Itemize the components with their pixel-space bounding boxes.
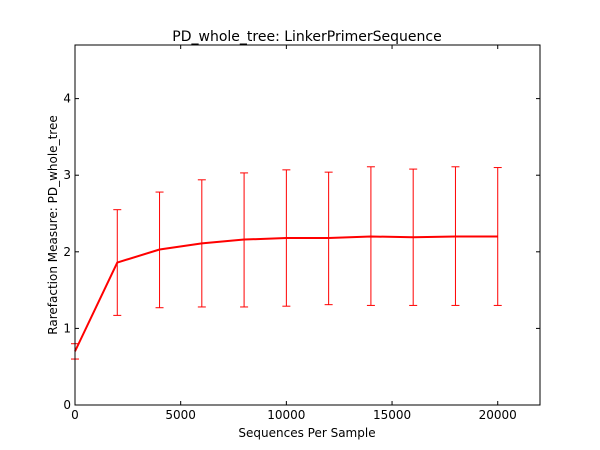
x-tick-label: 10000	[267, 408, 305, 422]
x-tick-label: 20000	[479, 408, 517, 422]
y-tick-label: 3	[63, 168, 71, 182]
y-tick-label: 2	[63, 245, 71, 259]
plot-area	[71, 166, 502, 360]
x-tick-label: 15000	[373, 408, 411, 422]
y-tick-label: 0	[63, 398, 71, 412]
y-tick-label: 4	[63, 92, 71, 106]
axes-frame	[74, 44, 541, 406]
chart-title: PD_whole_tree: LinkerPrimerSequence	[172, 29, 441, 45]
axes: 0 5000 10000 15000 20000 0 1 2 3 4	[63, 44, 541, 422]
x-tick-label: 0	[71, 408, 79, 422]
y-axis-label: Rarefaction Measure: PD_whole_tree	[46, 115, 60, 334]
x-axis-label: Sequences Per Sample	[238, 426, 375, 440]
x-tick-label: 5000	[165, 408, 196, 422]
y-tick-label: 1	[63, 321, 71, 335]
series-line	[74, 235, 498, 352]
